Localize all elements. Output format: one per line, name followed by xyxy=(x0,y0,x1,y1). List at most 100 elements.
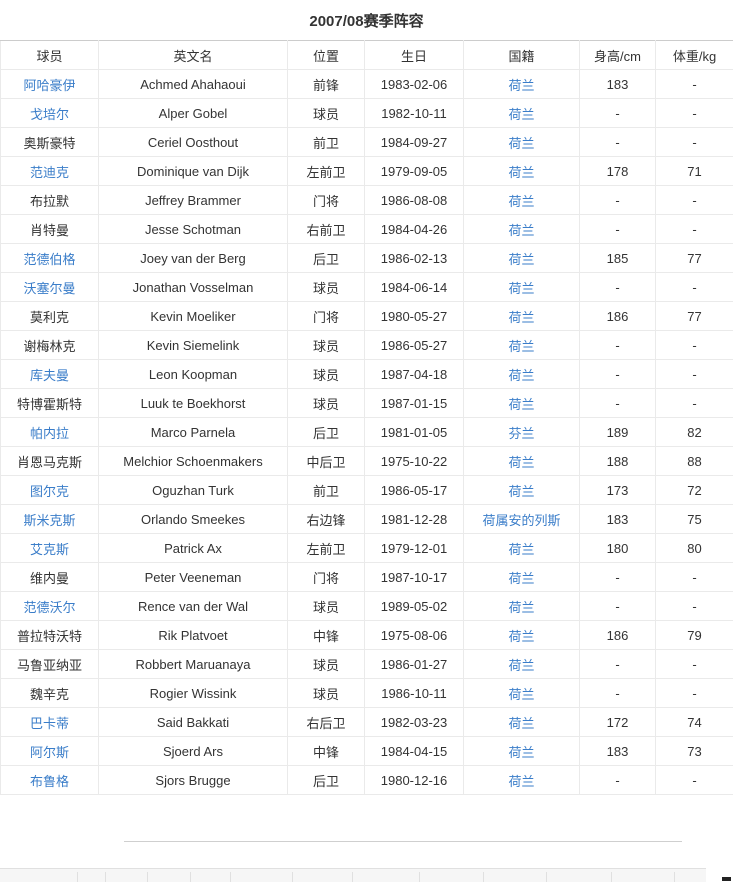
nationality-link[interactable]: 荷兰 xyxy=(508,397,534,412)
height: - xyxy=(580,273,656,302)
player-name-link[interactable]: 图尔克 xyxy=(30,484,69,499)
player-name-link[interactable]: 帕内拉 xyxy=(30,426,69,441)
player-name-link[interactable]: 库夫曼 xyxy=(30,368,69,383)
position: 球员 xyxy=(288,273,365,302)
player-name-link[interactable]: 范德伯格 xyxy=(23,252,75,267)
nationality-link[interactable]: 荷兰 xyxy=(508,455,534,470)
nationality-link[interactable]: 荷兰 xyxy=(508,484,534,499)
weight: - xyxy=(656,128,733,157)
position: 门将 xyxy=(288,186,365,215)
player-name-link[interactable]: 斯米克斯 xyxy=(23,513,75,528)
player-name-link[interactable]: 沃塞尔曼 xyxy=(23,281,75,296)
nationality-link[interactable]: 荷兰 xyxy=(508,310,534,325)
position: 球员 xyxy=(288,679,365,708)
nationality-link[interactable]: 荷兰 xyxy=(508,629,534,644)
nationality-link[interactable]: 荷兰 xyxy=(508,368,534,383)
table-row: 帕内拉 Marco Parnela 后卫 1981-01-05 芬兰 189 8… xyxy=(1,418,733,447)
table-row: 肖恩马克斯 Melchior Schoenmakers 中后卫 1975-10-… xyxy=(1,447,733,476)
player-name: 特博霍斯特 xyxy=(17,397,82,412)
nationality-link[interactable]: 荷属安的列斯 xyxy=(482,513,560,528)
nationality-link[interactable]: 荷兰 xyxy=(508,78,534,93)
height: 183 xyxy=(580,70,656,99)
table-row: 图尔克 Oguzhan Turk 前卫 1986-05-17 荷兰 173 72 xyxy=(1,476,733,505)
nationality-link[interactable]: 荷兰 xyxy=(508,136,534,151)
height: - xyxy=(580,650,656,679)
weight: - xyxy=(656,99,733,128)
english-name: Kevin Moeliker xyxy=(99,302,288,331)
table-row: 库夫曼 Leon Koopman 球员 1987-04-18 荷兰 - - xyxy=(1,360,733,389)
position: 左前卫 xyxy=(288,157,365,186)
position: 球员 xyxy=(288,99,365,128)
header-height: 身高/cm xyxy=(580,41,656,70)
table-row: 谢梅林克 Kevin Siemelink 球员 1986-05-27 荷兰 - … xyxy=(1,331,733,360)
player-name: 肖恩马克斯 xyxy=(17,455,82,470)
player-name-link[interactable]: 范迪克 xyxy=(30,165,69,180)
position: 球员 xyxy=(288,650,365,679)
nationality-link[interactable]: 荷兰 xyxy=(508,687,534,702)
birthday: 1984-04-15 xyxy=(365,737,464,766)
height: - xyxy=(580,389,656,418)
table-row: 特博霍斯特 Luuk te Boekhorst 球员 1987-01-15 荷兰… xyxy=(1,389,733,418)
nationality-link[interactable]: 荷兰 xyxy=(508,223,534,238)
nationality-link[interactable]: 荷兰 xyxy=(508,600,534,615)
position: 右前卫 xyxy=(288,215,365,244)
nationality-link[interactable]: 荷兰 xyxy=(508,774,534,789)
table-row: 戈培尔 Alper Gobel 球员 1982-10-11 荷兰 - - xyxy=(1,99,733,128)
table-row: 范德沃尔 Rence van der Wal 球员 1989-05-02 荷兰 … xyxy=(1,592,733,621)
nationality-link[interactable]: 荷兰 xyxy=(508,716,534,731)
height: - xyxy=(580,592,656,621)
table-row: 肖特曼 Jesse Schotman 右前卫 1984-04-26 荷兰 - - xyxy=(1,215,733,244)
header-birthday: 生日 xyxy=(365,41,464,70)
player-name-link[interactable]: 范德沃尔 xyxy=(23,600,75,615)
nationality-link[interactable]: 荷兰 xyxy=(508,339,534,354)
english-name: Joey van der Berg xyxy=(99,244,288,273)
player-name-link[interactable]: 布鲁格 xyxy=(30,774,69,789)
weight: 73 xyxy=(656,737,733,766)
english-name: Patrick Ax xyxy=(99,534,288,563)
birthday: 1979-12-01 xyxy=(365,534,464,563)
birthday: 1975-10-22 xyxy=(365,447,464,476)
nationality-link[interactable]: 荷兰 xyxy=(508,107,534,122)
position: 球员 xyxy=(288,389,365,418)
table-row: 普拉特沃特 Rik Platvoet 中锋 1975-08-06 荷兰 186 … xyxy=(1,621,733,650)
player-name-link[interactable]: 阿哈豪伊 xyxy=(23,78,75,93)
player-name-link[interactable]: 艾克斯 xyxy=(30,542,69,557)
english-name: Oguzhan Turk xyxy=(99,476,288,505)
nationality-link[interactable]: 芬兰 xyxy=(508,426,534,441)
english-name: Robbert Maruanaya xyxy=(99,650,288,679)
english-name: Alper Gobel xyxy=(99,99,288,128)
player-name-link[interactable]: 巴卡蒂 xyxy=(30,716,69,731)
weight: 77 xyxy=(656,244,733,273)
table-row: 布拉默 Jeffrey Brammer 门将 1986-08-08 荷兰 - - xyxy=(1,186,733,215)
nationality-link[interactable]: 荷兰 xyxy=(508,194,534,209)
english-name: Rogier Wissink xyxy=(99,679,288,708)
weight: 74 xyxy=(656,708,733,737)
birthday: 1984-09-27 xyxy=(365,128,464,157)
corner-mark xyxy=(722,877,731,881)
table-row: 斯米克斯 Orlando Smeekes 右边锋 1981-12-28 荷属安的… xyxy=(1,505,733,534)
weight: 71 xyxy=(656,157,733,186)
player-name-link[interactable]: 戈培尔 xyxy=(30,107,69,122)
english-name: Rence van der Wal xyxy=(99,592,288,621)
position: 前锋 xyxy=(288,70,365,99)
nationality-link[interactable]: 荷兰 xyxy=(508,281,534,296)
nationality-link[interactable]: 荷兰 xyxy=(508,252,534,267)
table-row: 沃塞尔曼 Jonathan Vosselman 球员 1984-06-14 荷兰… xyxy=(1,273,733,302)
table-row: 奥斯豪特 Ceriel Oosthout 前卫 1984-09-27 荷兰 - … xyxy=(1,128,733,157)
english-name: Rik Platvoet xyxy=(99,621,288,650)
english-name: Jonathan Vosselman xyxy=(99,273,288,302)
nationality-link[interactable]: 荷兰 xyxy=(508,165,534,180)
nationality-link[interactable]: 荷兰 xyxy=(508,745,534,760)
table-row: 艾克斯 Patrick Ax 左前卫 1979-12-01 荷兰 180 80 xyxy=(1,534,733,563)
nationality-link[interactable]: 荷兰 xyxy=(508,542,534,557)
english-name: Jesse Schotman xyxy=(99,215,288,244)
position: 后卫 xyxy=(288,244,365,273)
nationality-link[interactable]: 荷兰 xyxy=(508,658,534,673)
nationality-link[interactable]: 荷兰 xyxy=(508,571,534,586)
position: 球员 xyxy=(288,331,365,360)
height: 185 xyxy=(580,244,656,273)
page-title: 2007/08赛季阵容 xyxy=(0,0,733,40)
height: - xyxy=(580,679,656,708)
player-name-link[interactable]: 阿尔斯 xyxy=(30,745,69,760)
weight: 77 xyxy=(656,302,733,331)
